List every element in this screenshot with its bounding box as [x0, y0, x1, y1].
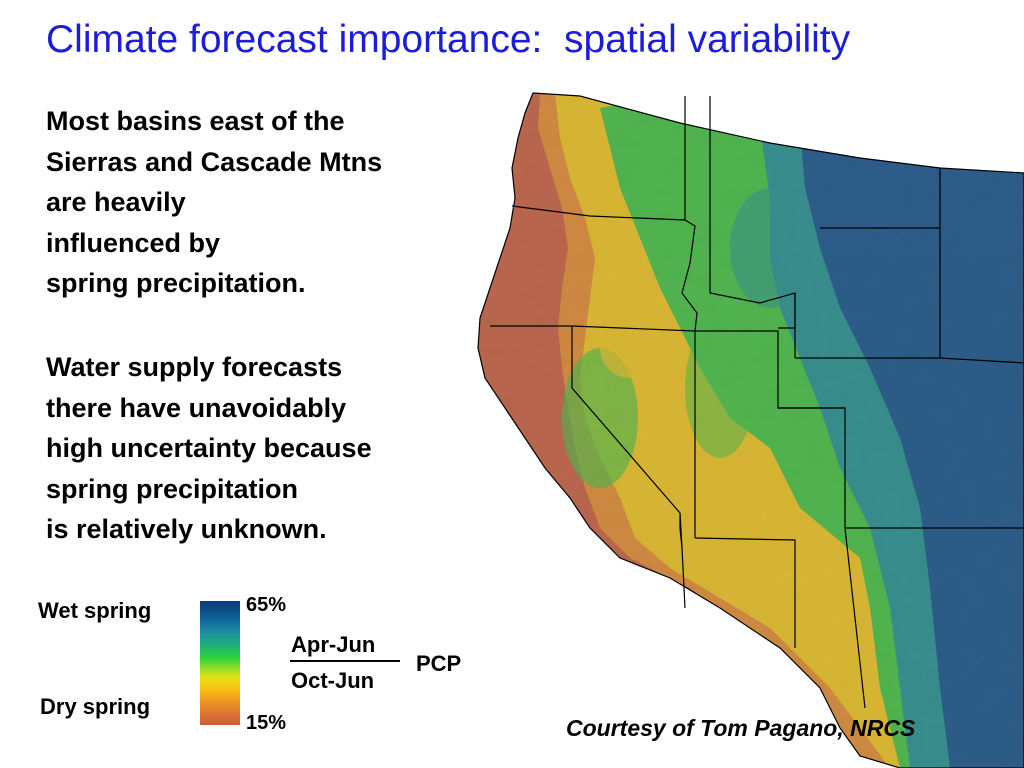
paragraph-line: Sierras and Cascade Mtns	[46, 146, 383, 177]
ratio-numerator: Apr-Jun	[291, 632, 376, 657]
legend-dry-label: Dry spring	[40, 694, 151, 719]
paragraph-line: are heavily	[46, 187, 186, 217]
legend-min-tick: 15%	[246, 712, 287, 734]
paragraph-line: there have unavoidably	[46, 392, 347, 423]
terrain-texture	[478, 93, 1024, 768]
slide-title: Climate forecast importance: spatial var…	[46, 18, 851, 61]
paragraph-line: influenced by	[46, 227, 221, 258]
paragraph-line: spring precipitation	[46, 473, 299, 504]
image-credit: Courtesy of Tom Pagano, NRCS	[566, 715, 916, 741]
legend-colorbar	[200, 601, 240, 725]
state-boundaries	[477, 92, 1024, 768]
paragraph-line: Most basins east of the	[46, 106, 345, 136]
ratio-fraction-bar	[290, 660, 400, 662]
ratio-variable-label: PCP	[416, 651, 462, 676]
paragraph-line: high uncertainty because	[46, 433, 372, 463]
map-land	[478, 93, 1024, 768]
paragraph-forecast-uncertainty: Water supply forecasts there have unavoi…	[46, 347, 372, 550]
precipitation-ratio-map	[477, 92, 1024, 768]
legend-max-tick: 65%	[246, 594, 287, 616]
paragraph-line: spring precipitation.	[46, 268, 306, 298]
paragraph-line: is relatively unknown.	[46, 514, 327, 544]
paragraph-spring-influence: Most basins east of the Sierras and Casc…	[46, 101, 382, 304]
legend-wet-label: Wet spring	[38, 598, 152, 623]
paragraph-line: Water supply forecasts	[46, 352, 343, 382]
ratio-denominator: Oct-Jun	[291, 668, 375, 693]
